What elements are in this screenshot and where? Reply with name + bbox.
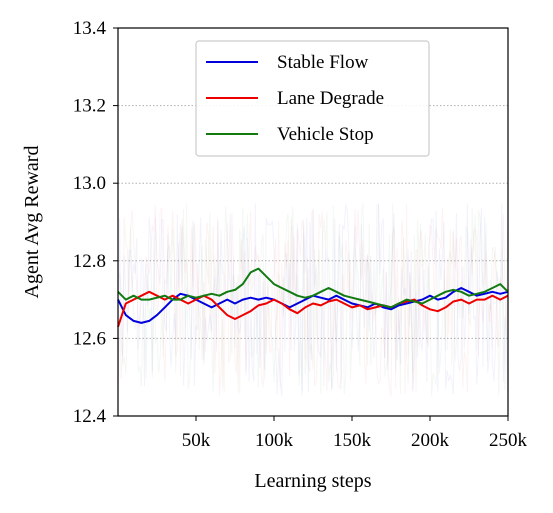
- legend-label: Vehicle Stop: [277, 124, 374, 145]
- noise-band: [117, 202, 509, 397]
- noise-trace: [117, 202, 509, 397]
- legend-box: [195, 40, 430, 157]
- legend-label: Stable Flow: [277, 52, 369, 73]
- series-line: [117, 290, 509, 328]
- series-line: [117, 267, 509, 309]
- y-tick-label: 12.8: [73, 251, 106, 272]
- y-axis-title: Agent Avg Reward: [21, 146, 43, 299]
- legend: Stable Flow Lane Degrade Vehicle Stop: [195, 40, 430, 157]
- x-tick-label: 250k: [489, 430, 528, 451]
- x-axis-title: Learning steps: [254, 470, 371, 492]
- y-tick-label: 13.2: [73, 96, 106, 117]
- axis-ticks: 50k 100k 150k 200k 250k 12.4 12.6 12.8 13.0 13.2 1…: [73, 18, 528, 451]
- series-lines: [117, 267, 509, 328]
- y-tick-label: 13.0: [73, 173, 106, 194]
- plot-frame: [117, 27, 509, 417]
- y-tick-label: 12.6: [73, 328, 106, 349]
- y-tick-label: 13.4: [73, 18, 107, 39]
- noise-trace: [117, 203, 509, 397]
- x-tick-label: 50k: [182, 430, 211, 451]
- x-tick-label: 150k: [333, 430, 372, 451]
- x-tick-label: 200k: [411, 430, 450, 451]
- noise-trace: [117, 202, 509, 397]
- x-tick-label: 100k: [255, 430, 294, 451]
- y-tick-label: 12.4: [73, 406, 107, 427]
- legend-label: Lane Degrade: [277, 88, 384, 109]
